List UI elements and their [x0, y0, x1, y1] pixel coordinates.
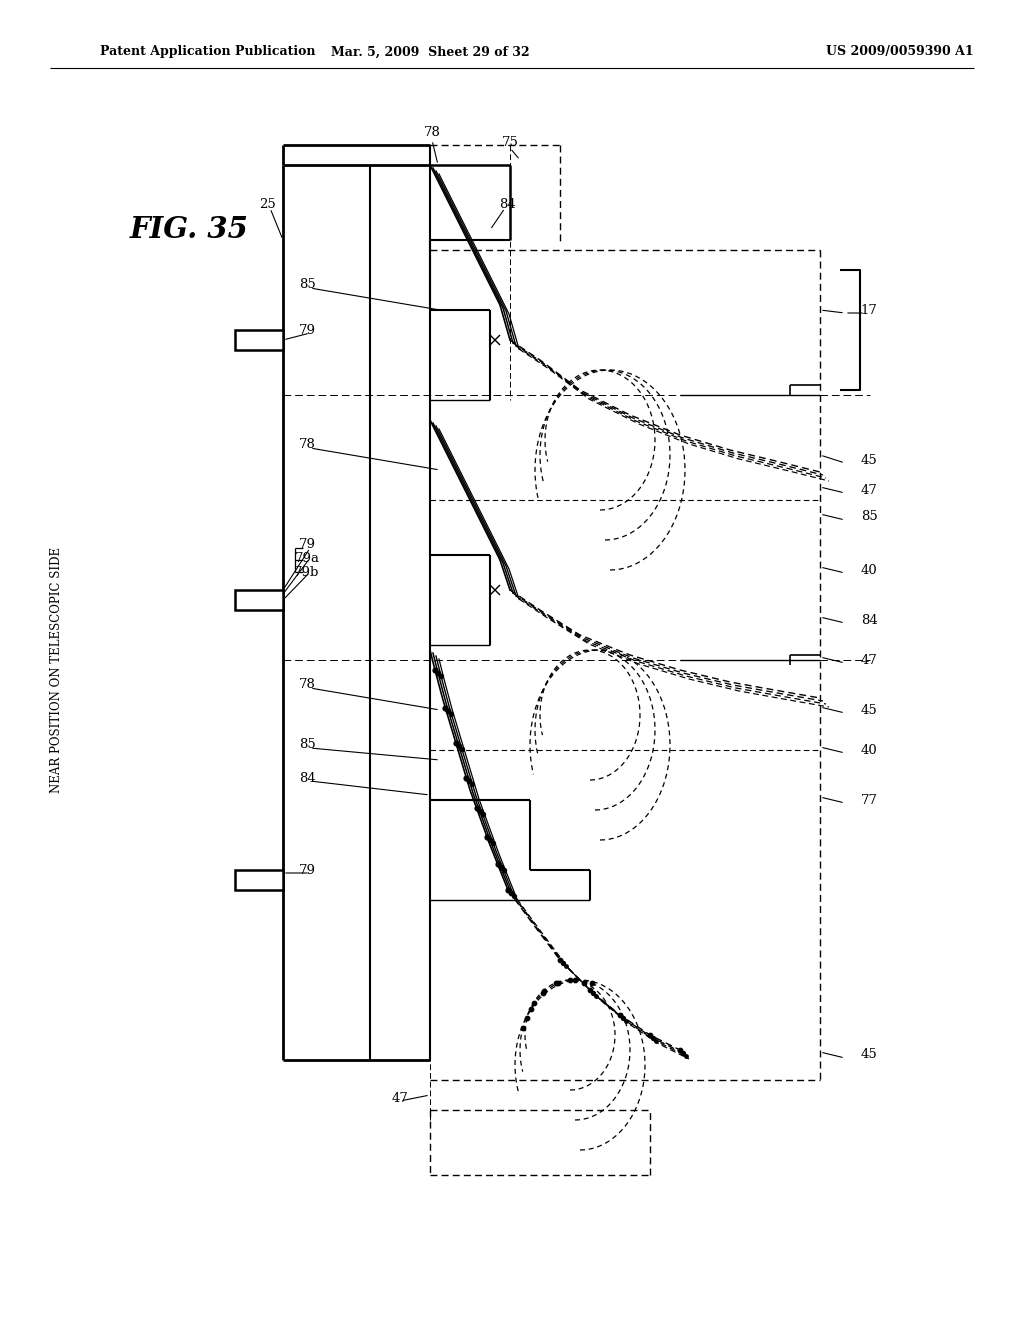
Point	[514, 1018, 530, 1039]
Text: 84: 84	[500, 198, 516, 211]
Point	[489, 853, 506, 874]
Point	[506, 886, 522, 907]
Point	[536, 979, 552, 1001]
Text: 85: 85	[299, 279, 315, 292]
Point	[493, 857, 509, 878]
Text: 47: 47	[391, 1092, 409, 1105]
Bar	[234, 870, 283, 890]
Point	[471, 801, 487, 822]
Point	[588, 986, 604, 1007]
Point	[430, 663, 446, 684]
Point	[458, 767, 474, 788]
Text: 78: 78	[424, 127, 440, 140]
Text: 79: 79	[299, 539, 315, 552]
Point	[440, 701, 457, 722]
Point	[482, 829, 499, 850]
Text: Patent Application Publication: Patent Application Publication	[100, 45, 315, 58]
Text: 84: 84	[860, 614, 878, 627]
Point	[461, 770, 477, 791]
Point	[575, 972, 592, 993]
Point	[617, 1010, 634, 1031]
Point	[642, 1024, 658, 1045]
Point	[550, 973, 566, 994]
Text: 78: 78	[299, 438, 315, 451]
Text: 45: 45	[860, 704, 878, 717]
Text: 85: 85	[299, 738, 315, 751]
Point	[474, 804, 490, 825]
Text: 40: 40	[860, 564, 878, 577]
Point	[464, 774, 480, 795]
Point	[582, 979, 598, 1001]
Text: 79: 79	[299, 863, 315, 876]
Point	[552, 949, 568, 970]
Point	[433, 665, 450, 686]
Text: 79: 79	[299, 323, 315, 337]
Text: 25: 25	[259, 198, 275, 211]
Point	[562, 969, 579, 990]
Point	[672, 1039, 688, 1060]
Text: NEAR POSITION ON TELESCOPIC SIDE: NEAR POSITION ON TELESCOPIC SIDE	[50, 546, 63, 793]
Point	[443, 704, 460, 725]
Text: 77: 77	[860, 793, 878, 807]
Point	[584, 973, 600, 994]
Point	[485, 833, 502, 854]
Text: 45: 45	[860, 1048, 878, 1061]
Point	[614, 1007, 631, 1028]
Point	[555, 953, 571, 974]
Text: 17: 17	[860, 304, 878, 317]
Text: 45: 45	[860, 454, 878, 466]
Text: US 2009/0059390 A1: US 2009/0059390 A1	[826, 45, 974, 58]
Text: 75: 75	[502, 136, 518, 149]
Text: 78: 78	[299, 678, 315, 692]
Point	[437, 697, 454, 718]
Point	[519, 1007, 536, 1028]
Point	[469, 797, 485, 818]
Point	[447, 733, 464, 754]
Point	[567, 969, 584, 990]
Bar	[234, 330, 283, 350]
Point	[525, 993, 542, 1014]
Text: 47: 47	[860, 653, 878, 667]
Point	[427, 660, 443, 681]
Text: 40: 40	[860, 743, 878, 756]
Point	[451, 735, 467, 756]
Point	[496, 859, 512, 880]
Text: 79b: 79b	[294, 565, 319, 578]
Point	[479, 826, 496, 847]
Point	[454, 738, 470, 759]
Text: 47: 47	[860, 483, 878, 496]
Bar	[234, 590, 283, 610]
Text: 85: 85	[860, 511, 878, 524]
Point	[585, 982, 601, 1003]
Point	[522, 998, 539, 1019]
Point	[611, 1005, 628, 1026]
Text: 79a: 79a	[295, 552, 319, 565]
Point	[648, 1031, 665, 1052]
Point	[548, 972, 564, 993]
Point	[500, 879, 516, 900]
Point	[675, 1043, 691, 1064]
Text: Mar. 5, 2009  Sheet 29 of 32: Mar. 5, 2009 Sheet 29 of 32	[331, 45, 529, 58]
Point	[678, 1045, 694, 1067]
Point	[535, 983, 551, 1005]
Text: 84: 84	[299, 771, 315, 784]
Point	[503, 883, 519, 904]
Point	[645, 1027, 662, 1048]
Point	[558, 956, 574, 977]
Text: FIG. 35: FIG. 35	[130, 215, 249, 244]
